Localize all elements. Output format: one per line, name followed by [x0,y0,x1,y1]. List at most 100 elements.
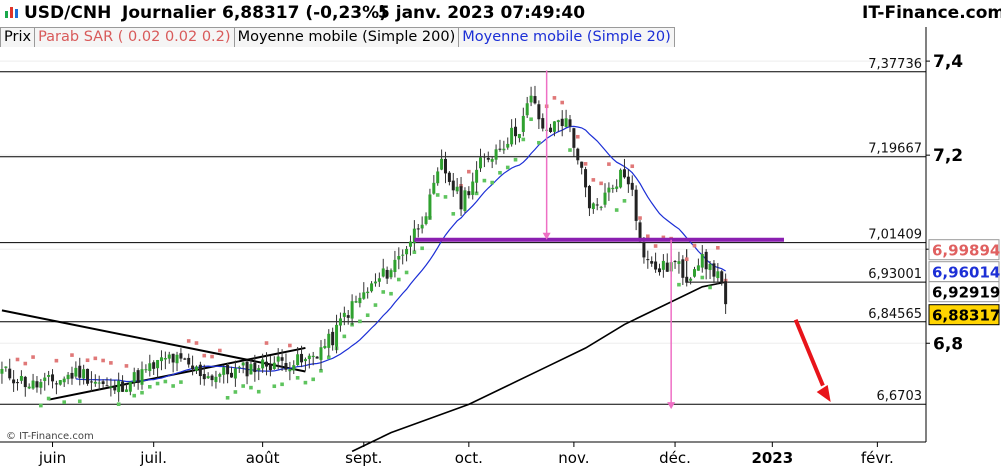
candle-body [350,301,354,319]
ma200-line [351,281,726,453]
candle-body [62,378,66,383]
y-tick-label: 7,4 [933,52,963,72]
legend-sar[interactable]: Parab SAR ( 0.02 0.02 0.2) [34,27,235,48]
candle-body [159,357,163,362]
candle-body [327,333,331,348]
candle-body [342,312,346,317]
candle-body [373,281,377,284]
forecast-arrow [793,318,831,403]
sar-dot [467,169,471,174]
candle-body [97,382,101,384]
candles-series [0,85,728,402]
sar-dot [365,313,370,318]
candle-body [677,261,681,264]
candle-body [443,158,447,174]
candle-body [377,278,381,282]
period-label: Journalier [122,3,216,23]
candle-body [471,181,475,195]
x-tick-label: nov. [558,449,589,467]
candle-body [261,359,265,369]
candle-body [467,191,471,196]
x-tick-label: oct. [455,449,483,467]
candle-body [704,251,708,270]
sar-dot [373,303,378,307]
sar-dot [311,377,316,382]
forecast-arrow-head [816,385,831,403]
candle-body [194,366,198,371]
sar-dot [186,339,191,343]
candle-body [541,118,545,129]
candle-body [226,365,230,375]
candle-body [451,180,455,191]
candle-body [650,261,654,264]
candle-body [315,356,319,359]
candle-body [537,104,541,120]
candle-body [152,362,156,369]
candle-body [296,354,300,366]
candle-body [276,356,280,362]
candle-body [685,276,689,283]
candle-body [370,283,374,292]
candle-body [517,133,521,139]
candle-body [638,222,642,242]
sar-dot [85,358,90,363]
candle-body [230,372,233,378]
candle-body [311,355,315,358]
title-bar: USD/CNH Journalier 6,88317 (-0,23%) 5 ja… [0,0,1001,27]
sar-dot [537,140,541,145]
level-label: 7,37736 [868,57,922,72]
x-tick-label: 2023 [751,449,793,467]
sar-dot [23,361,28,366]
sar-dot [140,390,144,395]
candle-body [420,224,424,229]
candle-body [23,376,27,388]
candle-body [486,157,490,160]
candle-body [599,206,603,208]
candle-body [12,379,16,384]
candle-body [436,171,440,184]
candle-body [303,359,307,362]
price-tags: 6,99894 6,96014 6,92919 6,88317 [928,239,1000,326]
candle-body [447,172,451,182]
candle-body [533,96,537,104]
ma200-series [351,281,726,453]
candle-body [611,187,615,190]
candle-body [183,358,187,360]
candle-body [47,374,51,377]
candle-body [482,156,486,158]
candle-body [156,360,160,369]
candle-body [665,262,669,272]
candle-body [210,375,214,381]
credit-text: © IT-Finance.com [6,431,94,442]
candle-body [136,370,140,384]
sar-dot [39,403,43,408]
candle-body [580,161,584,168]
candle-body [646,259,650,261]
y-tick-label: 6,8 [933,334,963,354]
candle-body [401,254,405,256]
candle-body [214,376,218,383]
candle-body [529,95,533,103]
sar-dot [241,384,245,388]
candle-body [121,381,125,392]
candle-body [288,369,292,372]
sar-dot [716,245,720,250]
candle-body [358,297,362,304]
price-tag-label: 6,88317 [932,307,1000,325]
sar-dot [31,355,35,359]
candle-body [148,363,152,372]
sar-dot [568,148,572,152]
candle-body [568,119,572,127]
candle-body [144,369,148,371]
candle-body [206,376,210,379]
candle-body [8,368,12,379]
candle-body [319,347,323,360]
candle-body [681,259,685,278]
candle-body [268,364,272,371]
sar-dot [420,246,424,251]
candle-body [198,364,202,377]
candle-body [700,254,704,268]
candle-body [587,185,591,209]
sar-dot [132,393,137,398]
candle-body [494,149,498,160]
